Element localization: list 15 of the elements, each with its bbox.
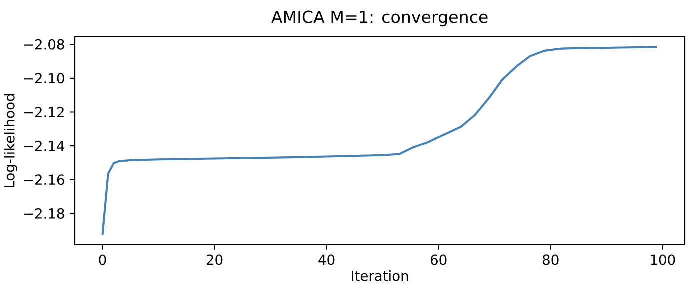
chart-title: AMICA M=1: convergence	[272, 10, 488, 27]
y-tick-label: −2.12	[24, 107, 64, 118]
y-tick-label: −2.16	[24, 174, 64, 186]
y-tick-label: −2.18	[24, 208, 64, 219]
x-tick-label: 100	[651, 254, 676, 266]
x-tick-label: 40	[318, 254, 335, 266]
x-tick-label: 60	[430, 254, 447, 266]
y-tick-label: −2.10	[24, 73, 64, 84]
y-tick-label: −2.08	[24, 39, 64, 50]
y-tick-label: −2.14	[24, 140, 64, 152]
y-axis-title: Log-likelihood	[4, 94, 18, 188]
x-tick-label: 80	[542, 254, 559, 266]
x-tick-label: 0	[99, 254, 106, 266]
x-axis-title: Iteration	[352, 270, 408, 282]
x-tick-label: 20	[206, 254, 223, 266]
